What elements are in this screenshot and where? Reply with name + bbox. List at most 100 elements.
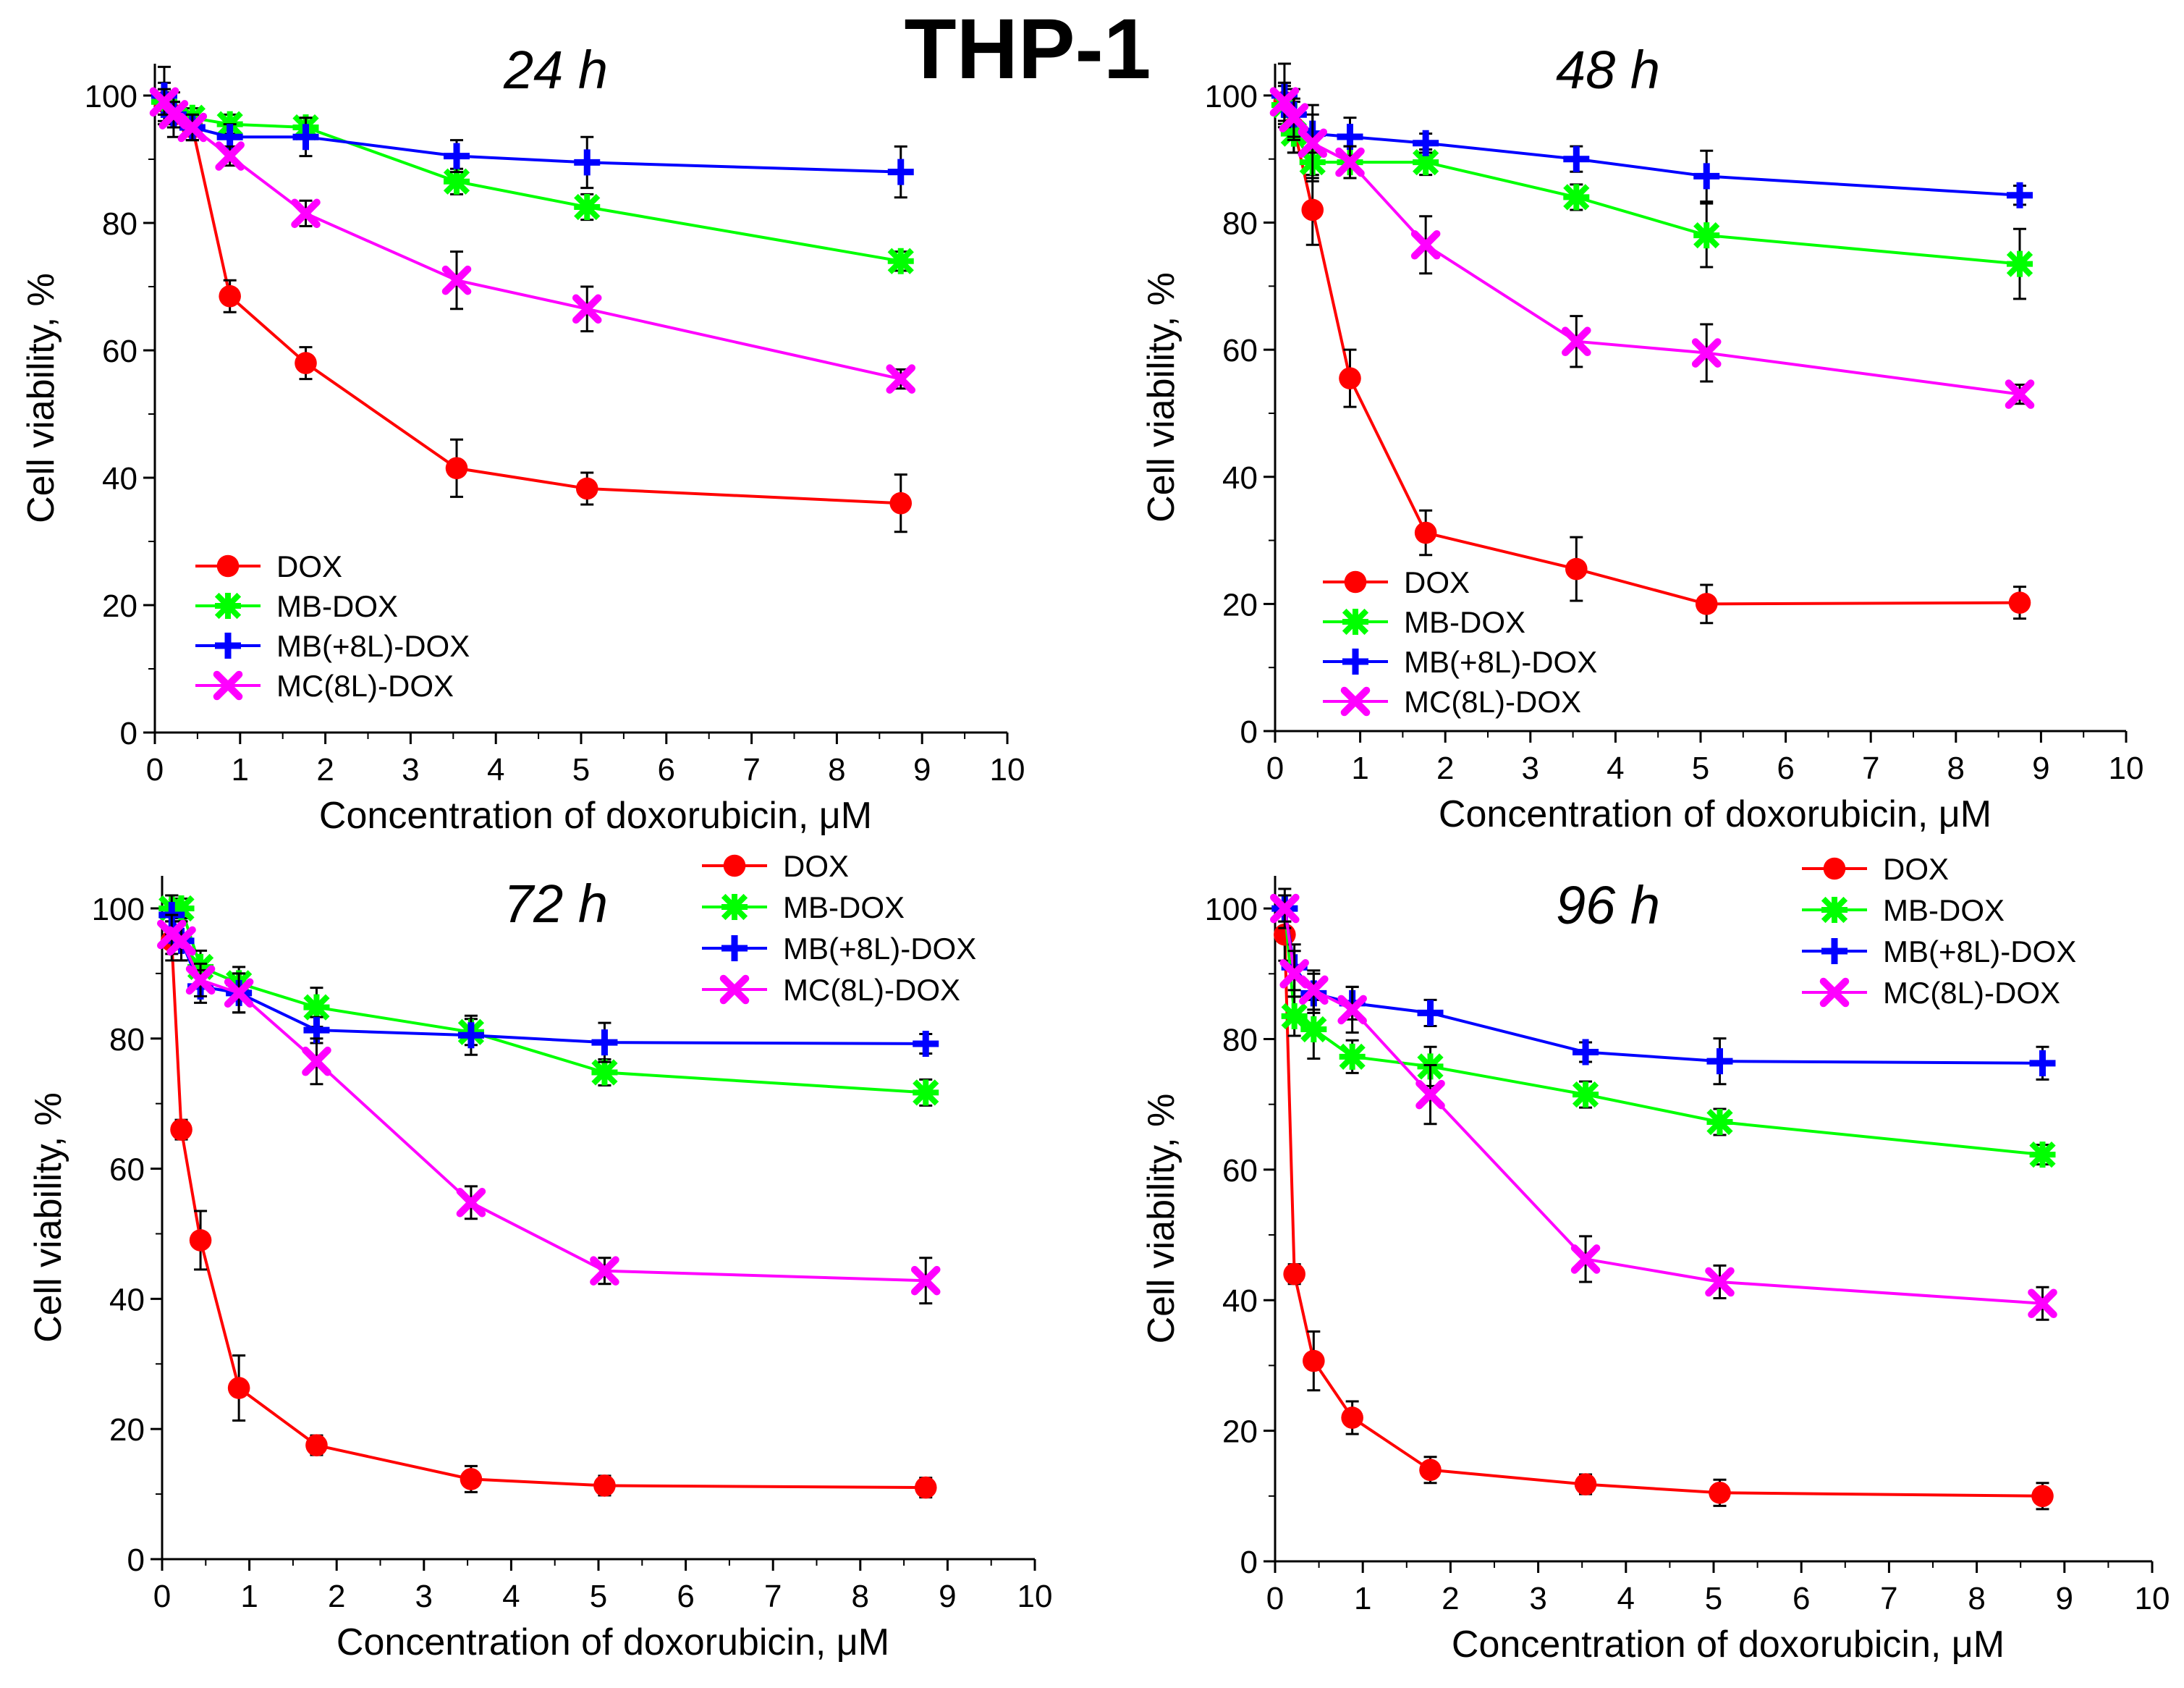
data-point [1562,326,1591,357]
series-line [1283,95,2020,197]
x-tick-label: 9 [2056,1581,2073,1616]
data-point [1573,1039,1599,1065]
data-point [445,457,468,480]
data-point [1413,130,1439,156]
data-point [593,1474,616,1497]
data-point [1706,1108,1733,1136]
y-tick-label: 20 [1222,587,1258,623]
x-tick-label: 9 [2032,751,2049,786]
data-point [889,491,913,515]
x-axis-title: Concentration of doxorubicin, μM [1452,1624,2005,1666]
x-tick-label: 4 [1607,751,1624,786]
series-line [163,101,901,505]
x-tick-label: 5 [590,1579,607,1614]
legend-marker [213,670,243,701]
legend-label: DOX [276,549,342,583]
x-tick-label: 3 [402,752,419,788]
y-tick-label: 80 [1222,1022,1258,1058]
series-MC(8L)-DOX: MC(8L)-DOX [156,913,960,1305]
data-point [914,1476,937,1499]
legend-marker [721,935,748,961]
panel-title: 96 h [1556,875,1660,935]
data-point [1339,1043,1366,1070]
data-point [460,1468,483,1490]
x-tick-label: 4 [1617,1581,1635,1616]
data-point [913,1079,939,1106]
x-axis-title: Concentration of doxorubicin, μM [337,1621,889,1663]
legend-label: MC(8L)-DOX [783,973,960,1007]
x-tick-label: 6 [1793,1581,1810,1616]
data-point [456,1188,486,1218]
y-tick-label: 60 [109,1152,145,1188]
x-tick-label: 2 [328,1579,345,1614]
legend-marker [214,592,242,620]
panel-title: 72 h [504,874,608,934]
data-point [1337,995,1367,1025]
data-point [1574,1473,1597,1495]
x-tick-label: 8 [828,752,845,788]
data-point [185,965,216,995]
y-tick-label: 40 [109,1282,145,1317]
legend-marker [1342,608,1369,636]
series-MC(8L)-DOX: MC(8L)-DOX [1269,81,2035,719]
x-tick-label: 9 [913,752,931,788]
x-tick-label: 2 [316,752,334,788]
data-point [1572,1081,1599,1108]
x-tick-label: 2 [1442,1581,1459,1616]
legend-marker [1342,649,1368,675]
data-point [910,1265,941,1296]
series-MB-DOX: MB-DOX [151,81,914,623]
x-tick-label: 5 [1692,751,1709,786]
data-point [2008,591,2031,614]
legend-label: MB(+8L)-DOX [1404,645,1597,679]
data-point [2029,1141,2056,1168]
legend-marker [1344,570,1367,594]
data-point [227,1377,250,1399]
data-point [224,978,254,1008]
x-tick-label: 3 [415,1579,433,1614]
legend-label: DOX [1404,565,1470,599]
legend-marker [1821,938,1847,964]
data-point [1341,1406,1363,1429]
data-point [590,1256,619,1286]
x-tick-label: 7 [1862,751,1879,786]
x-tick-label: 5 [1705,1581,1722,1616]
y-tick-label: 0 [1240,714,1258,750]
data-point [305,1434,328,1456]
legend-marker [216,554,240,578]
y-tick-label: 60 [1222,333,1258,368]
data-point [1565,557,1588,581]
figure-title: THP-1 [905,1,1151,97]
series-line [163,101,902,263]
y-tick-label: 80 [109,1022,145,1058]
data-point [302,1046,331,1076]
x-tick-label: 4 [502,1579,520,1614]
data-point [1570,1244,1601,1274]
x-tick-label: 1 [1351,751,1368,786]
data-point [291,198,321,229]
x-tick-label: 1 [232,752,249,788]
data-point [1417,1000,1444,1026]
y-tick-label: 20 [109,1412,145,1448]
y-tick-label: 60 [1222,1153,1258,1189]
data-point [303,994,330,1021]
data-point [1695,593,1718,615]
y-axis-title: Cell viability, % [20,273,62,523]
data-point [1413,148,1439,176]
legend-label: MB-DOX [1883,893,2005,927]
y-tick-label: 20 [1222,1414,1258,1450]
legend-label: MB-DOX [783,890,905,924]
legend-label: DOX [783,849,849,883]
x-tick-label: 3 [1529,1581,1546,1616]
x-tick-label: 4 [487,752,504,788]
y-tick-label: 0 [1240,1545,1258,1580]
data-point [1691,338,1722,368]
y-tick-label: 80 [102,206,137,242]
data-point [1270,893,1300,924]
legend-marker [1821,896,1848,924]
panel-title: 24 h [503,40,608,100]
data-point [1414,521,1437,544]
data-point [1415,1079,1445,1110]
y-tick-label: 40 [102,461,137,497]
